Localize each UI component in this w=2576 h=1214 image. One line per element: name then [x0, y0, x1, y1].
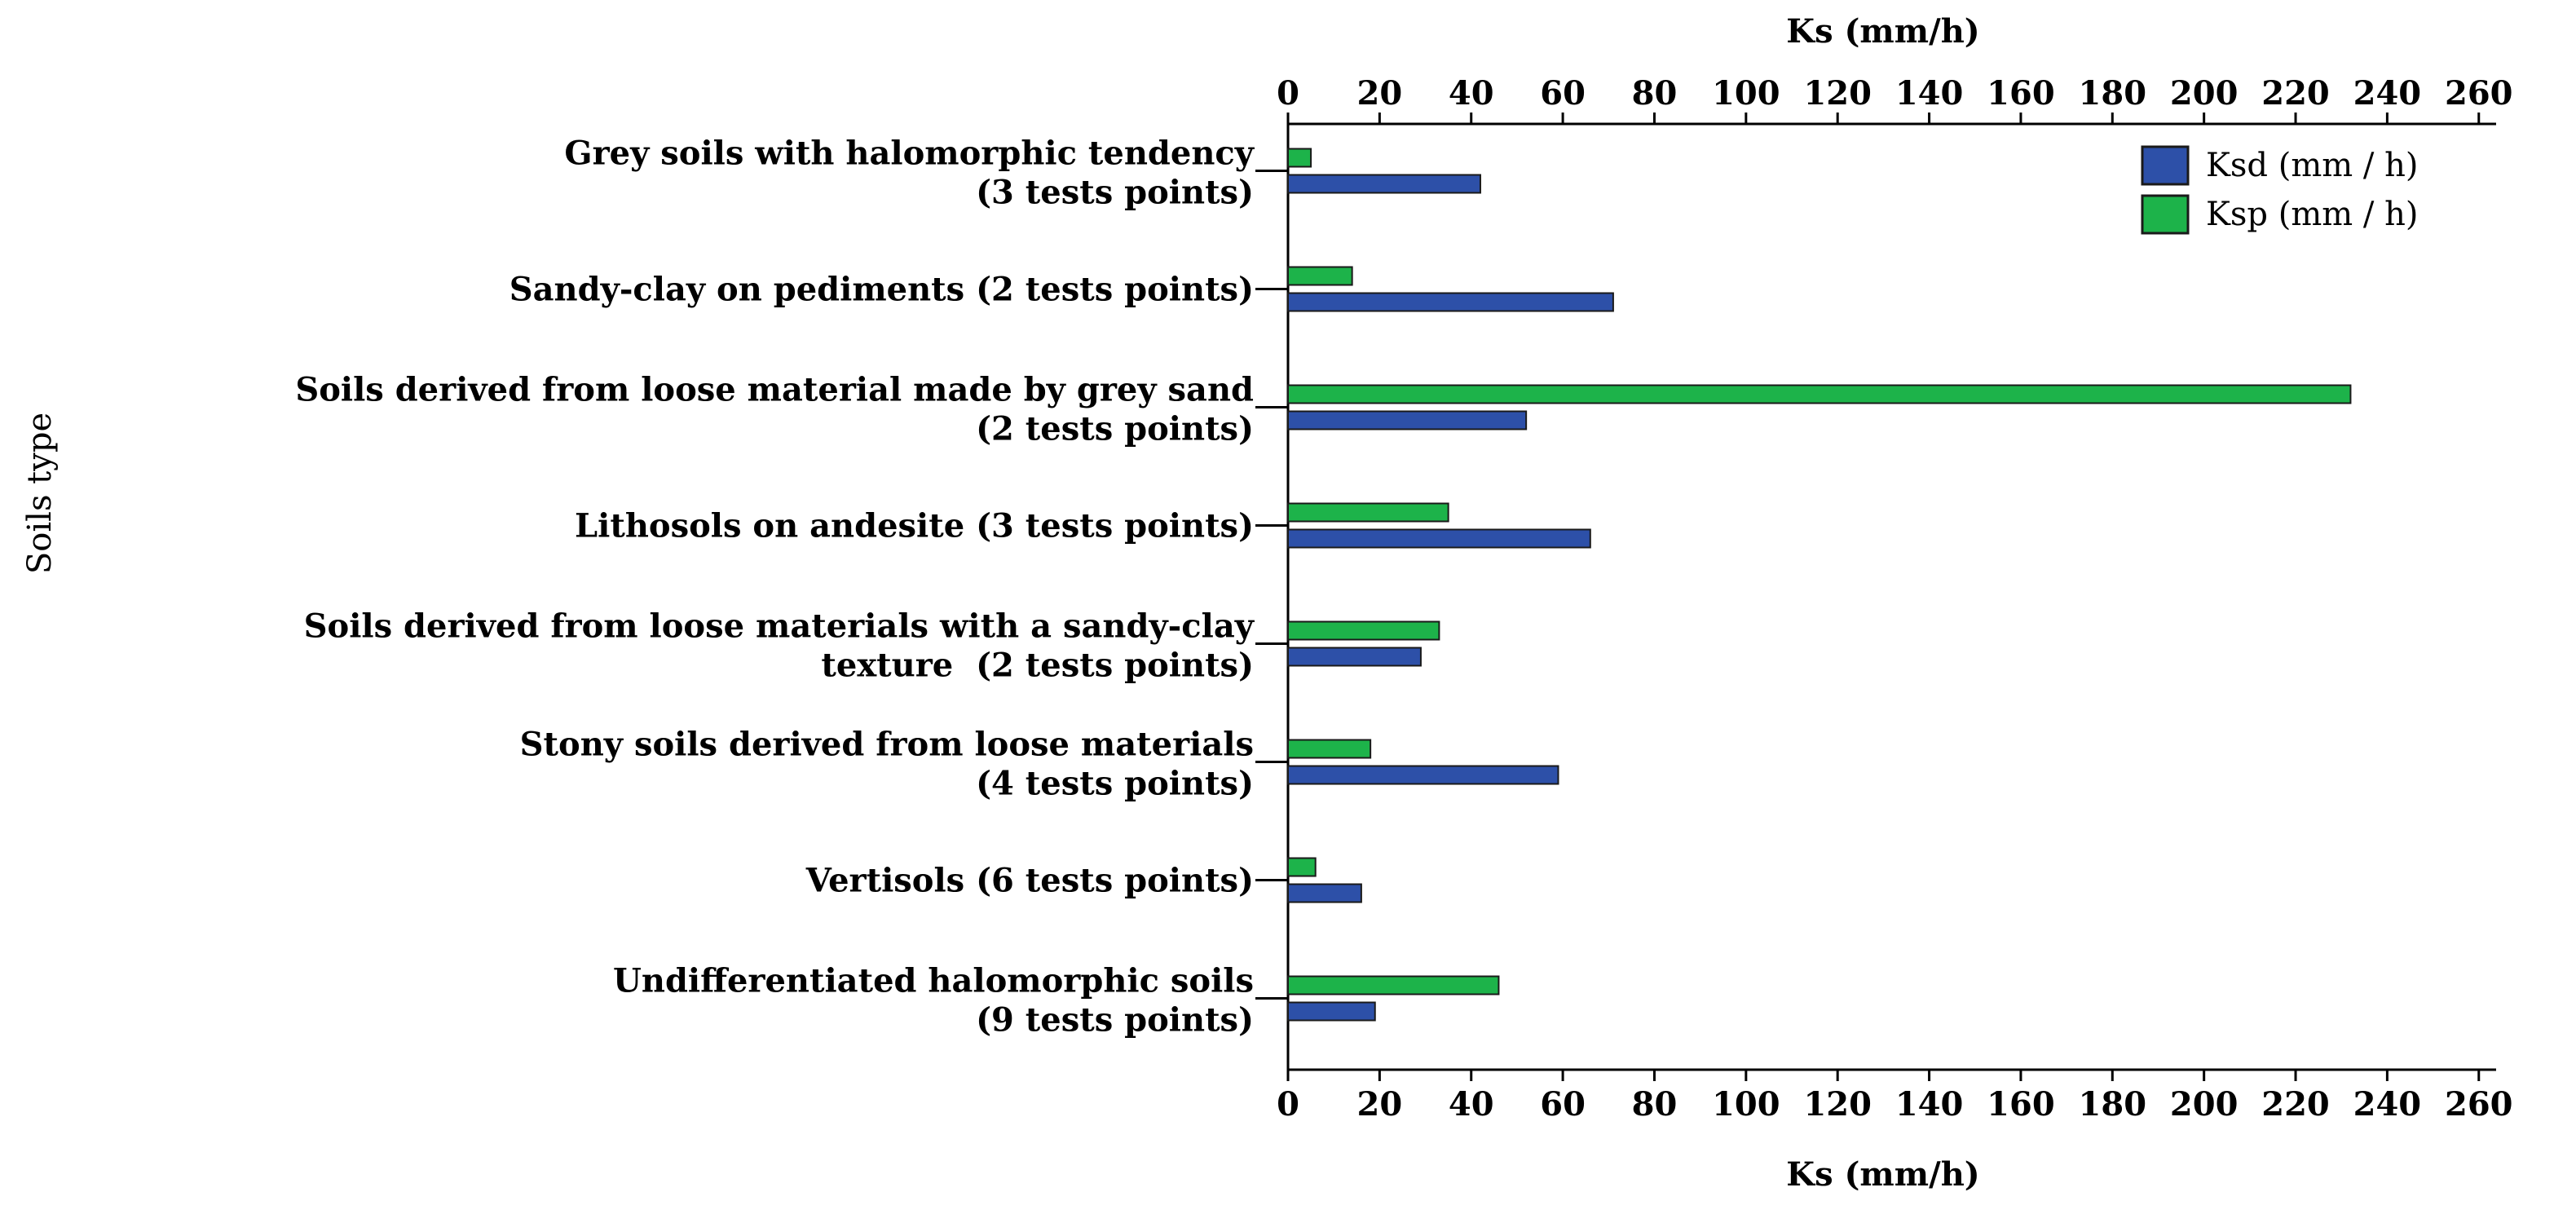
x-tick-label-bottom: 120 [1803, 1085, 1872, 1124]
bar-ksd [1287, 765, 1559, 785]
x-tick-label-top: 180 [2079, 74, 2147, 113]
x-tick-label-top: 40 [1449, 74, 1494, 113]
x-tick-label-bottom: 80 [1632, 1085, 1678, 1124]
bar-ksd [1287, 292, 1614, 312]
x-tick-label-bottom: 140 [1895, 1085, 1964, 1124]
legend-swatch [2141, 145, 2190, 186]
x-axis-title-bottom: Ks (mm/h) [1786, 1155, 1979, 1194]
category-label: (3 tests points) [976, 174, 1254, 212]
bar-ksd [1287, 647, 1422, 667]
x-tick-label-top: 220 [2261, 74, 2330, 113]
x-tick-label-top: 0 [1277, 74, 1299, 113]
category-label: Vertisols (6 tests points) [805, 862, 1254, 900]
category-label: (4 tests points) [976, 765, 1254, 803]
y-axis-title: Soils type [21, 413, 59, 574]
bar-ksp [1287, 620, 1440, 641]
x-tick-label-bottom: 260 [2445, 1085, 2513, 1124]
x-tick-label-top: 140 [1895, 74, 1964, 113]
category-label: Lithosols on andesite (3 tests points) [575, 507, 1254, 545]
x-tick-label-top: 200 [2170, 74, 2239, 113]
axes-group: 0 0 20 20 40 40 60 60 80 80 100 100 120 120 140 140 160 1… [1255, 74, 2513, 1124]
category-label: (9 tests points) [976, 1001, 1254, 1040]
x-tick-label-bottom: 180 [2079, 1085, 2147, 1124]
bar-ksp [1287, 857, 1317, 877]
category-label: (2 tests points) [976, 410, 1254, 448]
x-tick-label-bottom: 40 [1449, 1085, 1494, 1124]
category-label: Soils derived from loose material made b… [295, 371, 1254, 409]
category-labels-group: Grey soils with halomorphic tendency(3 t… [295, 135, 1255, 1040]
bar-ksd [1287, 410, 1528, 430]
bar-ksp [1287, 384, 2352, 404]
x-tick-label-top: 160 [1987, 74, 2055, 113]
bar-ksd [1287, 883, 1362, 903]
x-axis-title-top: Ks (mm/h) [1786, 12, 1979, 51]
bars-group [1287, 148, 2352, 1022]
x-tick-label-bottom: 100 [1712, 1085, 1780, 1124]
x-tick-label-top: 120 [1803, 74, 1872, 113]
bar-ksd [1287, 528, 1591, 549]
x-tick-label-top: 260 [2445, 74, 2513, 113]
category-label: Undifferentiated halomorphic soils [613, 962, 1254, 1000]
x-tick-label-bottom: 220 [2261, 1085, 2330, 1124]
category-label: Sandy-clay on pediments (2 tests points) [509, 271, 1254, 309]
category-label: texture (2 tests points) [821, 647, 1254, 685]
category-label: Stony soils derived from loose materials [520, 726, 1254, 764]
x-tick-label-top: 100 [1712, 74, 1780, 113]
x-tick-label-bottom: 240 [2353, 1085, 2422, 1124]
bar-ksp [1287, 739, 1372, 759]
category-label: Soils derived from loose materials with … [304, 607, 1255, 646]
x-tick-label-bottom: 160 [1987, 1085, 2055, 1124]
x-tick-label-bottom: 200 [2170, 1085, 2239, 1124]
x-tick-label-top: 240 [2353, 74, 2422, 113]
x-tick-label-bottom: 20 [1357, 1085, 1403, 1124]
x-tick-label-top: 80 [1632, 74, 1678, 113]
x-tick-label-top: 20 [1357, 74, 1403, 113]
bar-ksp [1287, 148, 1312, 168]
x-tick-label-bottom: 60 [1540, 1085, 1586, 1124]
legend-swatch [2141, 194, 2190, 235]
category-label: Grey soils with halomorphic tendency [564, 135, 1255, 173]
bar-ksp [1287, 266, 1353, 286]
bar-ksd [1287, 1001, 1376, 1022]
x-tick-label-bottom: 0 [1277, 1085, 1299, 1124]
legend-label: Ksd (mm / h) [2206, 147, 2418, 184]
bar-ksp [1287, 502, 1449, 523]
x-tick-label-top: 60 [1540, 74, 1586, 113]
legend: Ksd (mm / h) Ksp (mm / h) [2141, 145, 2418, 235]
bar-ksp [1287, 975, 1500, 995]
bar-ksd [1287, 174, 1481, 194]
legend-label: Ksp (mm / h) [2206, 196, 2418, 233]
